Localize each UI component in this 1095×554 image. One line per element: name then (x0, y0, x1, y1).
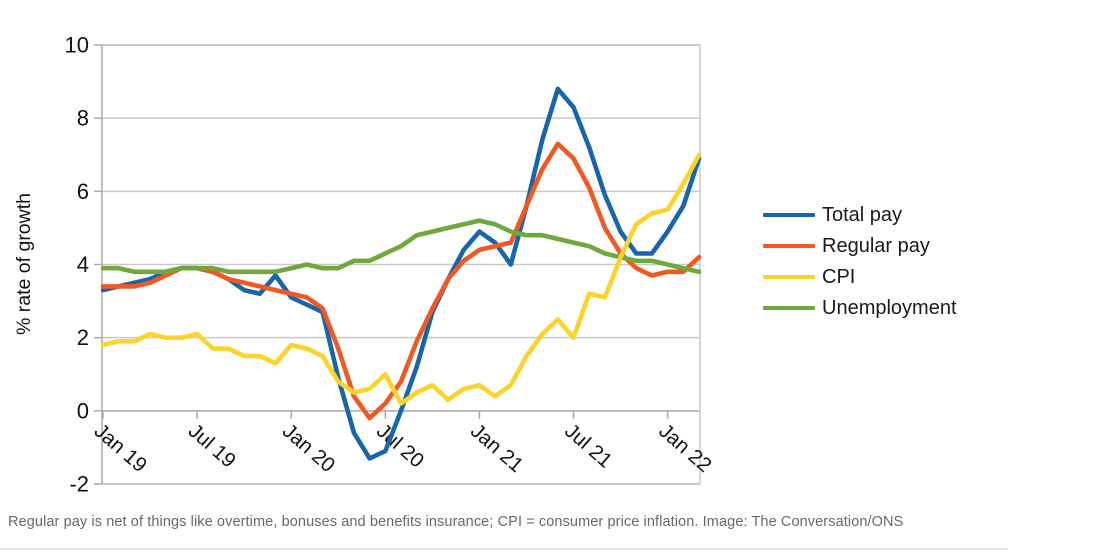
x-tick-label: Jan 21 (466, 419, 528, 477)
legend-item-cpi: CPI (763, 261, 957, 292)
chart-legend: Total pay Regular pay CPI Unemployment (763, 199, 957, 323)
legend-label: Regular pay (822, 234, 930, 257)
x-tick-label: Jul 20 (372, 419, 428, 472)
y-tick-label: -2 (69, 472, 89, 497)
x-tick-label: Jul 19 (184, 419, 240, 472)
legend-swatch (763, 274, 815, 279)
legend-item-regular-pay: Regular pay (763, 230, 957, 261)
chart-caption: Regular pay is net of things like overti… (8, 514, 904, 530)
y-tick-label: 10 (65, 33, 89, 58)
legend-item-unemployment: Unemployment (763, 292, 957, 323)
x-tick-label: Jan 19 (90, 419, 152, 477)
y-tick-label: 6 (77, 179, 89, 204)
series-lines (100, 86, 702, 461)
y-tick-label: 2 (77, 325, 89, 350)
x-axis-ticks: Jan 19 Jul 19 Jan 20 Jul 20 Jan 21 Jul 21 Jan … (90, 410, 716, 477)
legend-label: Total pay (822, 203, 903, 226)
y-tick-label: 0 (77, 398, 89, 423)
y-tick-label: 8 (77, 106, 89, 131)
bottom-divider (0, 548, 1008, 550)
legend-swatch (763, 212, 815, 217)
series-line-unemployment (100, 218, 702, 275)
legend-item-total-pay: Total pay (763, 199, 957, 230)
series-line-cpi (100, 152, 702, 406)
x-tick-label: Jul 21 (560, 419, 616, 472)
x-tick-label: Jan 20 (278, 419, 340, 477)
legend-swatch (763, 305, 815, 310)
pay-inflation-chart: 10 8 6 4 2 0 -2% rate of growth Jan 19 Jul 19 Jan… (13, 33, 716, 497)
legend-label: CPI (822, 265, 856, 288)
y-axis-title: % rate of growth (13, 193, 35, 335)
y-axis-ticks: 10 8 6 4 2 0 -2 (65, 33, 102, 497)
y-tick-label: 4 (77, 252, 89, 277)
gridlines (102, 44, 700, 485)
legend-swatch (763, 243, 815, 248)
x-tick-label: Jan 22 (654, 419, 716, 477)
legend-label: Unemployment (822, 296, 957, 319)
